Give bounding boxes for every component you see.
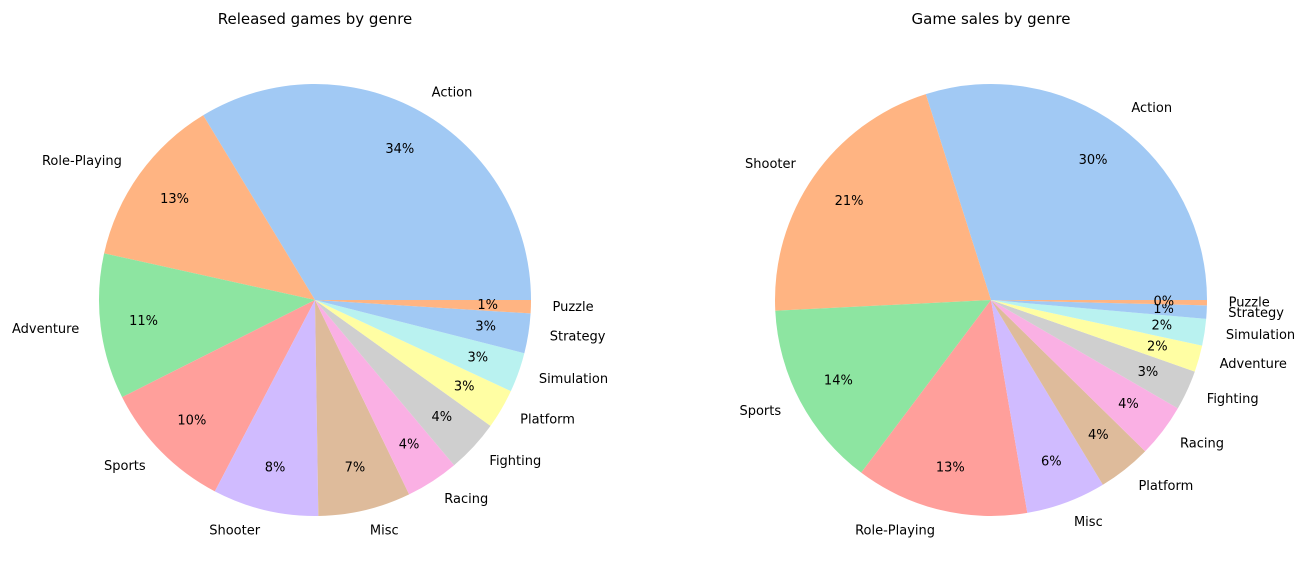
slice-label-misc: Misc [1074, 515, 1103, 530]
pie-slice-racing [315, 300, 455, 495]
pct-label-simulation: 3% [467, 350, 488, 365]
pct-label-puzzle: 1% [477, 298, 498, 313]
pie-slice-platform [991, 300, 1146, 485]
pct-label-strategy: 1% [1153, 302, 1174, 317]
pct-label-sports: 10% [177, 414, 206, 429]
pie-slice-adventure [991, 300, 1203, 372]
slice-label-sports: Sports [104, 459, 146, 474]
pct-label-action: 34% [385, 142, 414, 157]
slice-label-racing: Racing [1180, 436, 1224, 451]
pct-label-adventure: 2% [1147, 339, 1168, 354]
pie-slice-fighting [315, 300, 491, 466]
pct-label-shooter: 8% [265, 461, 286, 476]
slice-label-role-playing: Role-Playing [42, 154, 122, 169]
slice-label-fighting: Fighting [1207, 392, 1259, 407]
pie-slice-misc [991, 300, 1103, 513]
pct-label-action: 30% [1079, 153, 1108, 168]
slice-label-shooter: Shooter [745, 157, 796, 172]
slice-label-simulation: Simulation [1226, 328, 1295, 343]
slice-label-simulation: Simulation [539, 372, 608, 387]
pie-slice-simulation [991, 300, 1207, 346]
pie-slice-simulation [315, 300, 525, 392]
slice-label-shooter: Shooter [209, 524, 260, 539]
pct-label-sports: 14% [824, 374, 853, 389]
slice-label-platform: Platform [1138, 479, 1193, 494]
pie-slice-puzzle [991, 300, 1207, 306]
slice-label-sports: Sports [739, 404, 781, 419]
pie-slice-fighting [991, 300, 1195, 409]
pie-slice-strategy [991, 300, 1207, 319]
pct-label-strategy: 3% [475, 319, 496, 334]
pie-slice-platform [315, 300, 511, 426]
pie-chart-game-sales: Action 30% Shooter 21% Sports 14% Role-Playing… [739, 10, 1295, 538]
pie-slice-strategy [315, 300, 531, 354]
pie-slice-misc [315, 300, 410, 516]
slice-label-racing: Racing [444, 492, 488, 507]
chart-title: Released games by genre [218, 10, 413, 28]
pct-label-puzzle: 0% [1153, 295, 1174, 310]
pie-slice-shooter [775, 94, 991, 311]
slice-label-action: Action [432, 86, 473, 101]
pct-label-platform: 3% [454, 380, 475, 395]
slice-label-action: Action [1131, 101, 1172, 116]
slice-label-adventure: Adventure [1220, 357, 1287, 372]
slice-label-role-playing: Role-Playing [855, 523, 935, 538]
pie-slice-action [925, 84, 1207, 301]
pct-label-shooter: 21% [835, 194, 864, 209]
pie-slice-puzzle [315, 300, 531, 314]
pct-label-platform: 4% [1088, 428, 1109, 443]
slice-label-strategy: Strategy [550, 329, 606, 344]
pct-label-racing: 4% [1118, 397, 1139, 412]
chart-title: Game sales by genre [912, 10, 1071, 28]
pie-slice-shooter [214, 300, 319, 516]
pie-slice-sports [775, 300, 991, 473]
pct-label-racing: 4% [399, 437, 420, 452]
pie-chart-released-games: Action 34% Role-Playing 13% Adventure 11% Spor… [12, 10, 608, 539]
pct-label-adventure: 11% [129, 314, 158, 329]
slice-label-platform: Platform [520, 412, 575, 427]
pie-slice-sports [122, 300, 315, 492]
pct-label-role-playing: 13% [936, 460, 965, 475]
pct-label-role-playing: 13% [160, 192, 189, 207]
pie-slice-role-playing [104, 115, 315, 300]
pct-label-fighting: 4% [432, 410, 453, 425]
slice-label-puzzle: Puzzle [552, 300, 593, 315]
pct-label-fighting: 3% [1138, 365, 1159, 380]
slice-label-adventure: Adventure [12, 322, 79, 337]
pie-slice-action [203, 84, 532, 300]
pie-slice-adventure [98, 253, 315, 398]
pct-label-misc: 6% [1041, 454, 1062, 469]
slice-label-misc: Misc [370, 524, 399, 539]
slice-label-fighting: Fighting [489, 454, 541, 469]
pct-label-misc: 7% [345, 461, 366, 476]
pie-slice-role-playing [861, 300, 1028, 516]
pie-slice-racing [991, 300, 1178, 452]
slice-label-strategy: Strategy [1228, 306, 1284, 321]
slice-label-puzzle: Puzzle [1229, 295, 1270, 310]
pct-label-simulation: 2% [1152, 318, 1173, 333]
